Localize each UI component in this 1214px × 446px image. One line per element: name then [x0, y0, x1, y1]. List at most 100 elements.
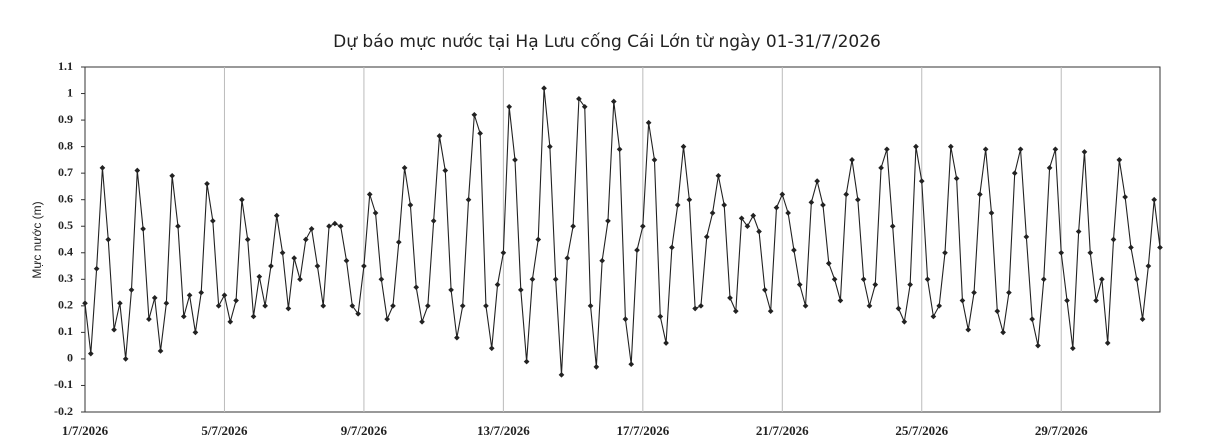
- data-point: [1075, 228, 1082, 235]
- data-point: [128, 287, 135, 293]
- data-point: [628, 361, 635, 368]
- data-point: [529, 276, 536, 283]
- data-point: [273, 212, 280, 219]
- data-point: [535, 236, 542, 243]
- data-point: [1151, 196, 1158, 203]
- data-point: [709, 210, 716, 216]
- data-point: [239, 196, 245, 203]
- data-point: [430, 218, 437, 224]
- data-point: [454, 334, 460, 341]
- data-point: [494, 281, 501, 288]
- data-point: [930, 313, 937, 320]
- data-point: [1023, 234, 1030, 240]
- data-point: [459, 303, 466, 309]
- data-point: [1133, 276, 1140, 283]
- data-point: [448, 287, 454, 293]
- data-point: [111, 326, 117, 333]
- data-point: [796, 281, 803, 288]
- data-point: [802, 303, 809, 309]
- data-point: [140, 226, 146, 232]
- data-point: [913, 143, 919, 150]
- y-tick-label: 0.6: [58, 191, 73, 205]
- data-point: [1157, 244, 1163, 251]
- data-point: [907, 281, 913, 288]
- data-point: [221, 292, 228, 299]
- data-point: [808, 199, 815, 206]
- data-point: [395, 239, 402, 245]
- data-point: [378, 276, 385, 283]
- data-point: [640, 223, 646, 230]
- data-point: [1110, 236, 1117, 243]
- y-tick-label: 0.1: [58, 324, 73, 338]
- data-point: [361, 263, 367, 269]
- chart-title: Dự báo mực nước tại Hạ Lưu cống Cái Lớn …: [333, 31, 881, 52]
- plot-frame: [84, 66, 1161, 413]
- data-point: [1040, 276, 1047, 283]
- data-point: [320, 303, 327, 309]
- y-tick-label: 1.1: [58, 59, 73, 73]
- y-tick-label: -0.2: [54, 404, 73, 418]
- data-point: [947, 143, 954, 150]
- data-point: [1006, 289, 1012, 296]
- data-point: [750, 212, 757, 219]
- data-point: [593, 364, 600, 370]
- data-point: [372, 210, 379, 216]
- data-point: [744, 223, 751, 230]
- data-point: [1099, 276, 1105, 283]
- data-point: [541, 85, 547, 92]
- x-tick-label: 29/7/2026: [1035, 423, 1088, 438]
- data-point: [1070, 345, 1076, 352]
- data-point: [175, 223, 181, 230]
- data-point: [692, 305, 698, 312]
- y-axis-label: Mực nước (m): [30, 201, 44, 278]
- data-point: [895, 305, 902, 312]
- data-point: [1017, 146, 1024, 153]
- data-point: [674, 202, 681, 208]
- data-point: [1029, 316, 1035, 322]
- data-point: [297, 276, 303, 283]
- data-point: [953, 175, 960, 182]
- data-point: [198, 289, 205, 296]
- data-point: [732, 308, 739, 314]
- data-point: [1011, 170, 1018, 176]
- data-point: [506, 103, 513, 110]
- data-point: [146, 316, 152, 322]
- data-point: [959, 297, 966, 304]
- data-point: [1081, 149, 1088, 155]
- data-point: [616, 146, 623, 153]
- data-point: [924, 276, 931, 283]
- y-tick-label: 1: [67, 85, 73, 99]
- y-tick-label: 0.4: [58, 245, 73, 259]
- data-point: [779, 191, 786, 198]
- data-point: [918, 178, 925, 184]
- data-point: [581, 103, 588, 110]
- data-point: [837, 297, 844, 304]
- data-point: [180, 313, 187, 320]
- data-point: [1035, 342, 1041, 349]
- data-point: [471, 111, 478, 118]
- x-tick-label: 13/7/2026: [477, 423, 530, 438]
- data-point: [756, 228, 762, 235]
- data-point: [762, 287, 768, 293]
- y-tick-label: 0.3: [58, 271, 73, 285]
- data-point: [169, 172, 175, 179]
- data-point: [332, 220, 338, 227]
- data-point: [157, 348, 164, 354]
- data-point: [349, 303, 356, 309]
- data-point: [302, 236, 309, 243]
- data-point: [117, 300, 123, 307]
- data-point: [436, 133, 443, 139]
- x-tick-label: 5/7/2026: [201, 423, 248, 438]
- data-point: [163, 300, 170, 307]
- data-point: [279, 249, 286, 256]
- data-point: [1145, 263, 1152, 269]
- data-point: [849, 157, 855, 163]
- data-point: [87, 350, 94, 357]
- data-point: [250, 313, 257, 320]
- data-point: [151, 295, 158, 301]
- data-point: [610, 98, 617, 105]
- data-point: [326, 223, 332, 230]
- data-point: [721, 202, 728, 208]
- data-point: [657, 313, 664, 320]
